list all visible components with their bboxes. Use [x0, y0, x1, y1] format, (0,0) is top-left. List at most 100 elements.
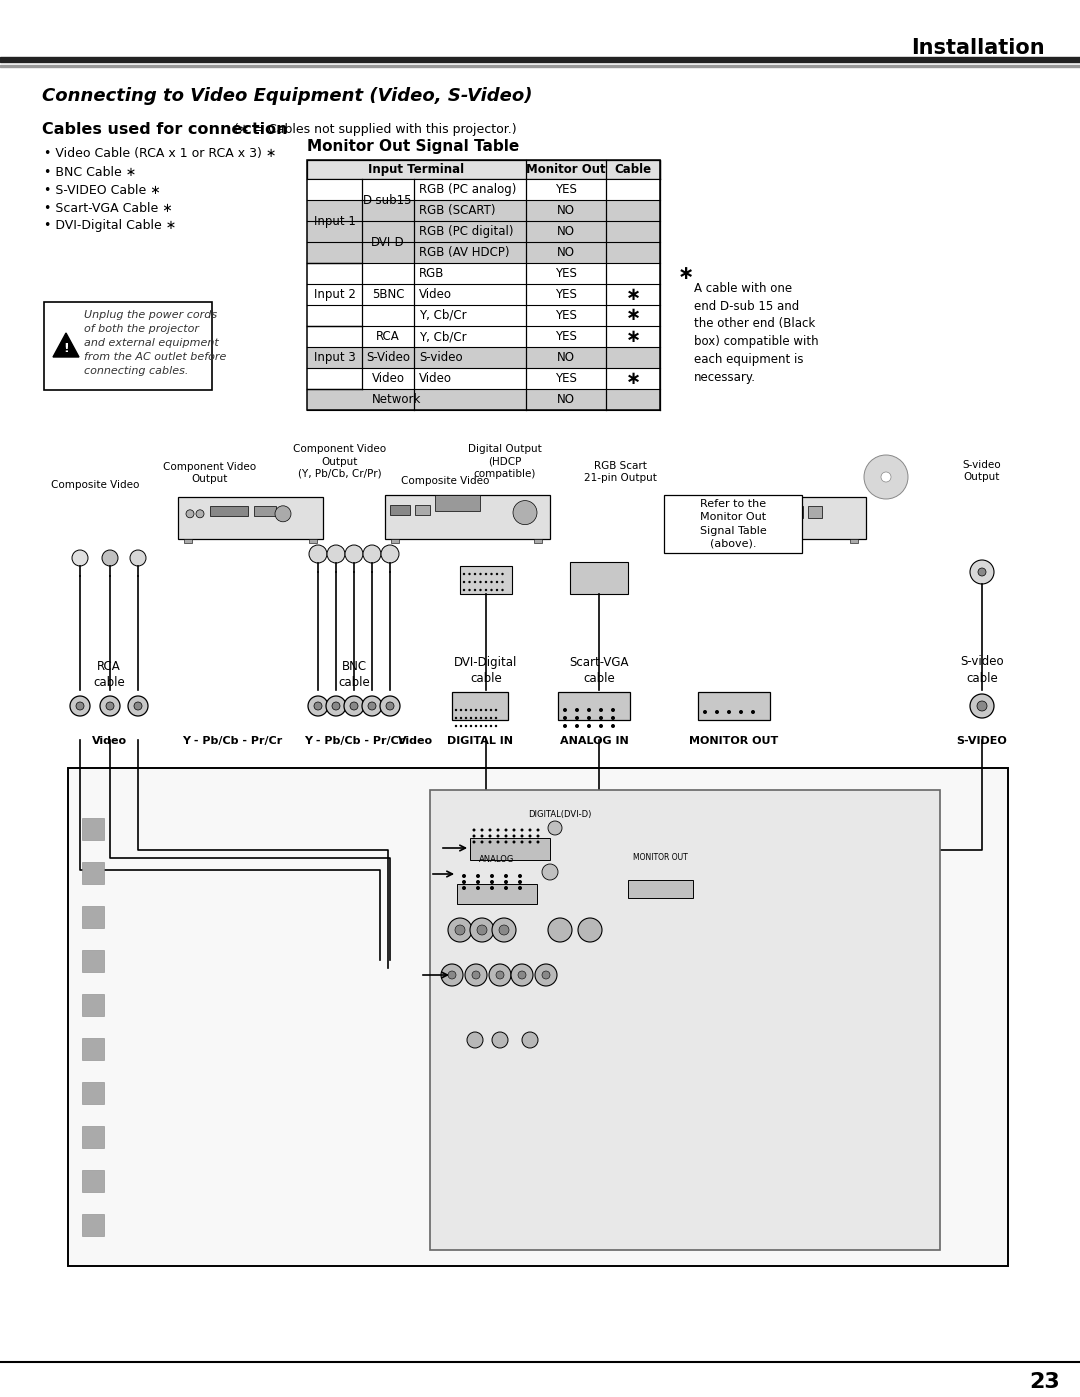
Text: Input 1: Input 1 — [313, 215, 355, 228]
Circle shape — [489, 964, 511, 986]
Bar — [254, 506, 276, 517]
Circle shape — [535, 964, 557, 986]
Bar — [82, 1214, 104, 1236]
Circle shape — [465, 964, 487, 986]
Circle shape — [474, 588, 476, 591]
Bar — [178, 497, 323, 539]
Text: RCA
cable: RCA cable — [93, 659, 125, 690]
Circle shape — [513, 834, 515, 837]
Circle shape — [463, 588, 465, 591]
Bar — [82, 1038, 104, 1060]
Text: Input 3: Input 3 — [313, 351, 355, 365]
Bar — [307, 200, 660, 221]
Text: • BNC Cable ∗: • BNC Cable ∗ — [44, 165, 136, 179]
Circle shape — [599, 724, 603, 728]
Circle shape — [518, 880, 522, 884]
Bar — [307, 161, 660, 179]
Text: Cable: Cable — [615, 163, 651, 176]
Circle shape — [470, 918, 494, 942]
Bar — [307, 305, 660, 326]
Circle shape — [537, 828, 540, 831]
Circle shape — [469, 581, 471, 583]
Text: Monitor Out: Monitor Out — [526, 163, 606, 176]
Circle shape — [501, 588, 503, 591]
Circle shape — [480, 581, 482, 583]
Text: YES: YES — [555, 183, 577, 196]
Circle shape — [448, 971, 456, 979]
Circle shape — [308, 696, 328, 717]
Text: ∗: ∗ — [625, 369, 640, 387]
Circle shape — [475, 725, 477, 728]
Bar — [307, 367, 660, 388]
Circle shape — [528, 841, 531, 844]
Circle shape — [129, 696, 148, 717]
Bar — [430, 789, 940, 1250]
Circle shape — [186, 510, 194, 518]
Circle shape — [488, 828, 491, 831]
Circle shape — [362, 696, 382, 717]
Text: ∗: ∗ — [678, 264, 694, 284]
Circle shape — [130, 550, 146, 566]
Circle shape — [511, 964, 534, 986]
Bar — [558, 692, 630, 719]
Circle shape — [462, 875, 465, 877]
Circle shape — [134, 703, 141, 710]
Circle shape — [469, 573, 471, 576]
Bar — [210, 506, 248, 517]
Bar — [307, 284, 660, 305]
Circle shape — [490, 573, 492, 576]
Circle shape — [345, 696, 364, 717]
Circle shape — [504, 828, 508, 831]
Circle shape — [481, 841, 484, 844]
Text: NO: NO — [557, 393, 575, 407]
Circle shape — [481, 834, 484, 837]
Circle shape — [480, 717, 482, 719]
Circle shape — [978, 569, 986, 576]
Text: • S-VIDEO Cable ∗: • S-VIDEO Cable ∗ — [44, 183, 161, 197]
Text: NO: NO — [557, 204, 575, 217]
Text: ∗: ∗ — [625, 285, 640, 303]
Bar — [0, 66, 1080, 67]
Text: A cable with one
end D-sub 15 and
the other end (Black
box) compatible with
each: A cable with one end D-sub 15 and the ot… — [694, 282, 819, 384]
Circle shape — [588, 717, 591, 719]
Text: RGB Scart
21-pin Output: RGB Scart 21-pin Output — [583, 461, 657, 483]
Circle shape — [751, 710, 755, 714]
Circle shape — [735, 497, 745, 509]
Circle shape — [473, 841, 475, 844]
Circle shape — [492, 918, 516, 942]
Circle shape — [470, 708, 472, 711]
Circle shape — [727, 710, 731, 714]
Circle shape — [380, 696, 400, 717]
Text: DVI-Digital
cable: DVI-Digital cable — [455, 657, 517, 686]
Circle shape — [488, 841, 491, 844]
Text: Composite Video: Composite Video — [51, 481, 139, 490]
Circle shape — [441, 964, 463, 986]
Circle shape — [480, 588, 482, 591]
Bar — [457, 884, 537, 904]
Circle shape — [501, 573, 503, 576]
Circle shape — [485, 581, 487, 583]
Text: MONITOR OUT: MONITOR OUT — [633, 854, 687, 862]
Bar — [570, 562, 627, 594]
Circle shape — [473, 828, 475, 831]
Circle shape — [504, 886, 508, 890]
Circle shape — [739, 710, 743, 714]
Text: BNC
cable: BNC cable — [338, 659, 369, 690]
Circle shape — [504, 880, 508, 884]
Circle shape — [542, 863, 558, 880]
Circle shape — [537, 834, 540, 837]
Circle shape — [521, 834, 524, 837]
Circle shape — [102, 550, 118, 566]
Circle shape — [386, 703, 394, 710]
Text: Cables used for connection: Cables used for connection — [42, 123, 287, 137]
Circle shape — [611, 717, 615, 719]
Bar — [307, 388, 660, 409]
Text: YES: YES — [555, 330, 577, 344]
Circle shape — [497, 834, 499, 837]
Circle shape — [477, 925, 487, 935]
Bar — [453, 692, 508, 719]
Text: RGB (PC analog): RGB (PC analog) — [419, 183, 516, 196]
Bar — [808, 506, 822, 518]
Circle shape — [495, 725, 497, 728]
Circle shape — [575, 717, 579, 719]
